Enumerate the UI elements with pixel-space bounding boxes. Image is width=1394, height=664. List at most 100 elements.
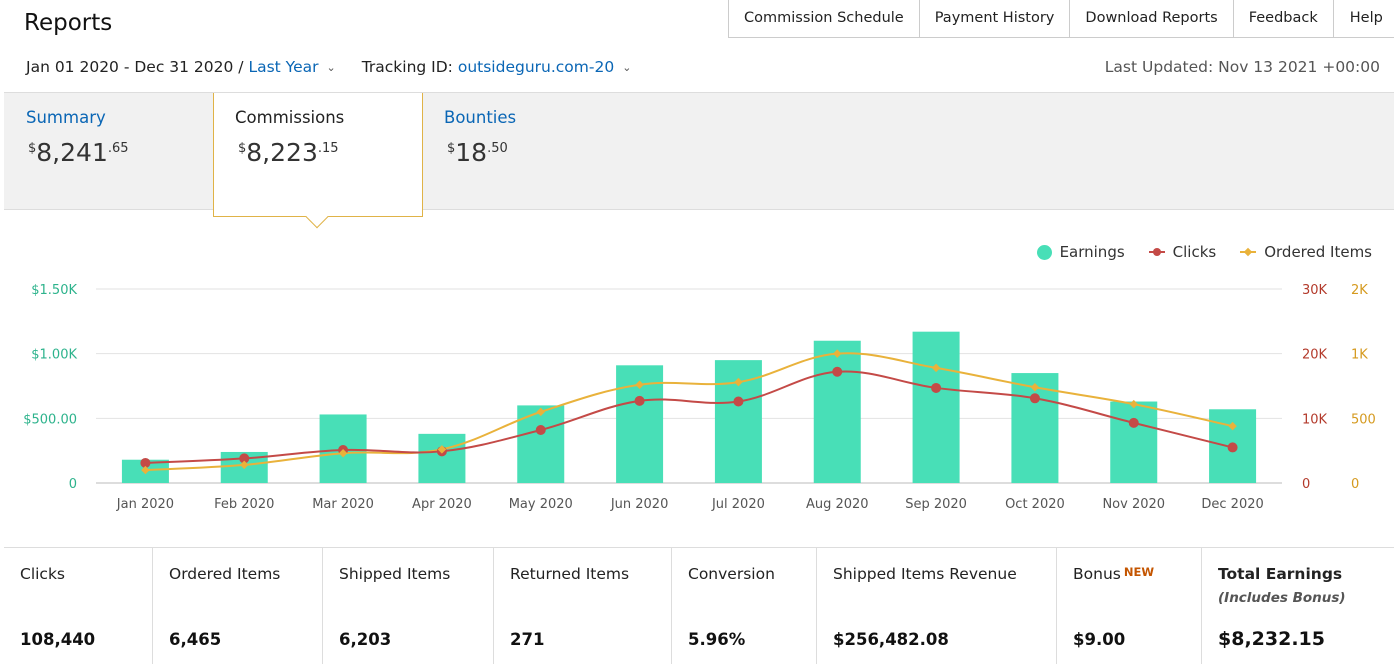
tab-summary-label[interactable]: Summary (26, 108, 106, 127)
left-axis-tick: $1.50K (31, 283, 77, 298)
legend-earnings-label: Earnings (1059, 243, 1125, 261)
stat-value: $256,482.08 (833, 630, 949, 649)
stat-conversion: Conversion 5.96% (672, 548, 817, 664)
left-axis-tick: $1.00K (31, 348, 77, 363)
x-axis-tick: Apr 2020 (412, 497, 472, 512)
tab-summary[interactable]: Summary $8,241.65 (4, 93, 213, 211)
clicks-point (634, 395, 645, 406)
stat-label: Clicks (20, 565, 66, 583)
stat-value: 5.96% (688, 630, 746, 649)
ordered-items-point (734, 377, 743, 387)
stat-value: 108,440 (20, 630, 96, 649)
ordered-axis-tick: 2K (1351, 283, 1368, 298)
x-axis-tick: Jan 2020 (116, 497, 174, 512)
help-link[interactable]: Help (1333, 0, 1394, 37)
clicks-axis-tick: 0 (1302, 477, 1310, 492)
clicks-point (1029, 393, 1040, 404)
stat-label: Bonus NEW (1073, 565, 1154, 583)
tracking-id-dropdown[interactable]: outsideguru.com-20 (457, 58, 615, 76)
commission-schedule-link[interactable]: Commission Schedule (729, 0, 920, 37)
stat-label: Shipped Items (339, 565, 451, 583)
legend-ordered[interactable]: Ordered Items (1240, 243, 1372, 261)
clicks-axis-tick: 30K (1302, 283, 1328, 298)
tracking-label: Tracking ID: (361, 58, 453, 76)
stat-value: 6,203 (339, 630, 392, 649)
new-badge: NEW (1123, 565, 1155, 579)
page-title: Reports (24, 10, 113, 36)
x-axis-tick: May 2020 (509, 497, 573, 512)
stat-shipped-revenue: Shipped Items Revenue $256,482.08 (817, 548, 1057, 664)
feedback-link[interactable]: Feedback (1233, 0, 1334, 37)
currency-symbol: $ (238, 141, 247, 156)
clicks-point (931, 382, 942, 393)
x-axis-tick: Mar 2020 (312, 497, 374, 512)
stat-value: 6,465 (169, 630, 222, 649)
last-updated: Last Updated: Nov 13 2021 +00:00 (1104, 58, 1380, 76)
left-axis-tick: 0 (69, 477, 77, 492)
x-axis-tick: Oct 2020 (1005, 497, 1065, 512)
tab-commissions[interactable]: Commissions $8,223.15 (213, 93, 423, 229)
currency-symbol: $ (28, 141, 37, 156)
tab-summary-amount: $8,241.65 (28, 138, 129, 167)
ordered-items-point (437, 445, 447, 454)
payment-history-link[interactable]: Payment History (919, 0, 1071, 37)
x-axis-tick: Feb 2020 (214, 497, 274, 512)
x-axis-tick: Aug 2020 (806, 497, 869, 512)
clicks-point (239, 453, 250, 464)
ordered-items-point (635, 380, 644, 389)
stat-shipped-items: Shipped Items 6,203 (323, 548, 494, 664)
amount-cents: .65 (107, 141, 129, 156)
stat-sublabel: (Includes Bonus) (1218, 590, 1346, 606)
legend-earnings[interactable]: Earnings (1036, 243, 1125, 261)
stat-label: Total Earnings (1218, 565, 1343, 583)
clicks-axis-tick: 20K (1302, 348, 1328, 363)
stat-label: Returned Items (510, 565, 630, 583)
x-axis-tick: Jul 2020 (711, 497, 765, 512)
stat-clicks: Clicks 108,440 (4, 548, 153, 664)
currency-symbol: $ (447, 141, 456, 156)
tab-commissions-amount: $8,223.15 (238, 138, 339, 167)
ordered-items-point (536, 407, 545, 417)
stat-bonus: Bonus NEW $9.00 (1057, 548, 1202, 664)
stats-bar: Clicks 108,440 Ordered Items 6,465 Shipp… (4, 547, 1394, 664)
clicks-point (832, 366, 843, 377)
tab-commissions-label[interactable]: Commissions (235, 108, 345, 127)
x-axis-tick: Sep 2020 (905, 497, 967, 512)
ordered-axis-tick: 1K (1351, 348, 1368, 363)
left-axis-tick: $500.00 (23, 412, 77, 427)
legend-clicks-label: Clicks (1172, 243, 1217, 261)
tab-bounties[interactable]: Bounties $18.50 (423, 93, 623, 211)
legend-ordered-label: Ordered Items (1264, 243, 1372, 261)
period-dropdown[interactable]: Last Year (248, 58, 319, 76)
stat-returned-items: Returned Items 271 (494, 548, 672, 664)
ordered-items-point (240, 460, 249, 470)
date-range: Jan 01 2020 - Dec 31 2020 / (26, 58, 244, 76)
chart-legend: Earnings Clicks Ordered Items (1036, 243, 1372, 261)
chevron-down-icon[interactable]: ⌄ (622, 60, 632, 74)
x-axis-tick: Dec 2020 (1201, 497, 1263, 512)
chart-svg: 0 0 0 $500.00 10K 500 $1.00K 20K 1K $1.50K 30K 2K Ja… (23, 283, 1376, 512)
amount-cents: .50 (487, 141, 508, 156)
clicks-point (1128, 417, 1139, 428)
chevron-down-icon[interactable]: ⌄ (326, 60, 336, 74)
earnings-bar (1110, 401, 1158, 483)
stat-value: 271 (510, 630, 545, 649)
tab-bounties-amount: $18.50 (447, 138, 508, 167)
clicks-point (733, 396, 744, 407)
legend-clicks[interactable]: Clicks (1148, 243, 1217, 261)
ordered-axis-tick: 0 (1351, 477, 1359, 492)
clicks-swatch-icon (1148, 248, 1165, 256)
ordered-items-point (1030, 383, 1040, 392)
stat-value: $9.00 (1073, 630, 1126, 649)
stat-ordered-items: Ordered Items 6,465 (153, 548, 323, 664)
clicks-line (145, 370, 1233, 464)
amount-whole: 8,241 (36, 138, 108, 167)
earnings-chart: Earnings Clicks Ordered Items 0 0 0 $500.00… (4, 212, 1394, 548)
stat-label: Shipped Items Revenue (833, 565, 1017, 583)
tab-bounties-label[interactable]: Bounties (444, 108, 517, 127)
stat-label: Ordered Items (169, 565, 281, 583)
amount-whole: 8,223 (246, 138, 318, 167)
amount-whole: 18 (455, 138, 488, 167)
stat-total-earnings: Total Earnings (Includes Bonus) $8,232.1… (1202, 548, 1394, 664)
download-reports-link[interactable]: Download Reports (1070, 0, 1234, 37)
